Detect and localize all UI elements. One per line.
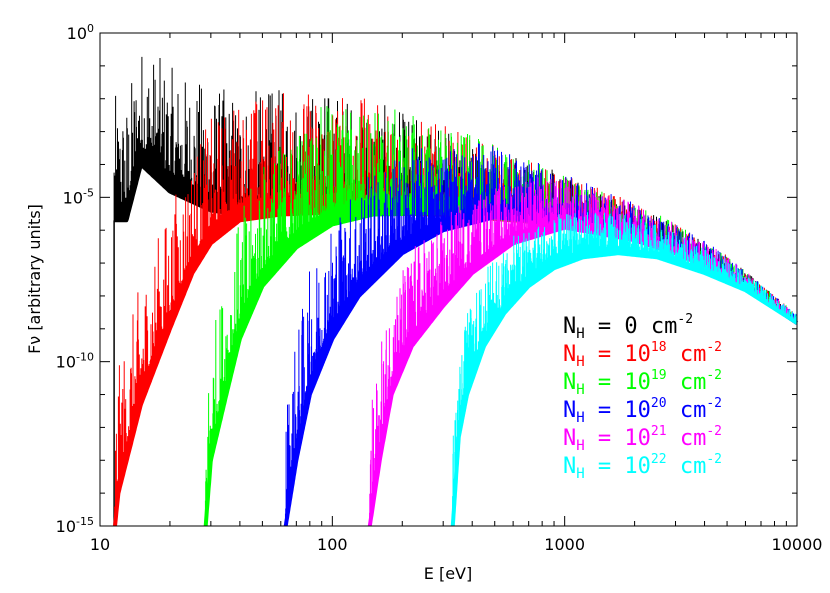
plot-frame: [99, 32, 798, 527]
x-axis-label: E [eV]: [424, 564, 472, 583]
legend-entry: NH = 1019 cm-2: [563, 368, 722, 398]
y-axis-label: Fν [arbitrary units]: [25, 204, 44, 354]
legend-entry: NH = 1020 cm-2: [563, 396, 722, 426]
legend-entry: NH = 1022 cm-2: [563, 452, 722, 482]
legend-entry: NH = 1018 cm-2: [563, 340, 722, 370]
y-tick-label: 10-10: [56, 351, 94, 372]
series-5: [450, 212, 799, 527]
y-tick-label: 10-5: [63, 186, 94, 207]
legend-entry: NH = 1021 cm-2: [563, 424, 722, 454]
series-continuum: [450, 251, 799, 527]
y-tick-label: 10-15: [56, 515, 94, 536]
legend: NH = 0 cm-2NH = 1018 cm-2NH = 1019 cm-2N…: [563, 312, 722, 482]
x-tick-label: 1000: [544, 535, 585, 554]
legend-entry: NH = 0 cm-2: [563, 312, 693, 342]
series-layer: [112, 56, 799, 527]
x-tick-label: 10: [90, 535, 110, 554]
y-tick-label: 100: [67, 22, 94, 43]
ticks-layer: 10 100 1000 10000 100 10-5 10-10 10-15: [56, 22, 823, 554]
x-tick-label: 10000: [772, 535, 823, 554]
x-tick-label: 100: [317, 535, 348, 554]
